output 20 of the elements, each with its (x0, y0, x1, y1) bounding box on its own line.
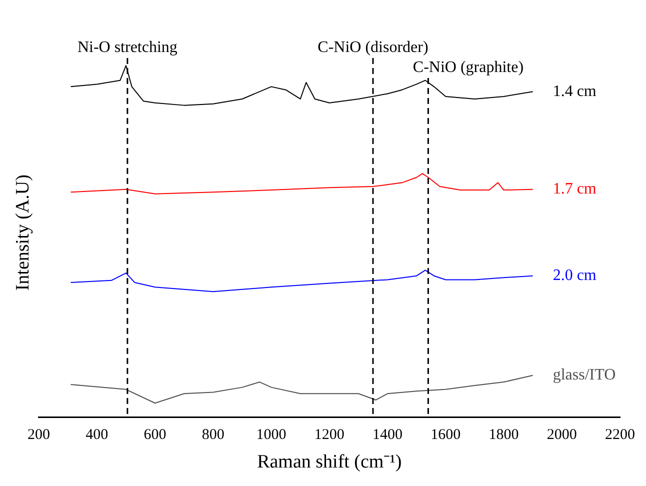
x-tick-label: 1400 (372, 427, 403, 444)
series-label: 2.0 cm (552, 267, 597, 284)
x-tick-label: 800 (202, 427, 224, 444)
x-tick-label: 2000 (546, 427, 577, 444)
series-label: 1.4 cm (552, 82, 597, 100)
x-tick-label: 400 (86, 427, 108, 444)
x-tick-label: 1800 (488, 427, 519, 444)
x-tick-label: 1600 (430, 427, 461, 444)
series-label: 1.7 cm (552, 180, 597, 198)
ref-line-label: C-NiO (graphite) (412, 59, 524, 76)
x-tick-label: 600 (144, 427, 166, 444)
x-axis-title: Raman shift (cm⁻¹) (257, 452, 402, 473)
x-tick-label: 1200 (314, 427, 344, 444)
y-axis-title: Intensity (A.U) (12, 174, 34, 291)
series-label: glass/ITO (552, 366, 616, 384)
x-tick-label: 1000 (256, 427, 286, 444)
ref-line-label: C-NiO (disorder) (318, 39, 428, 56)
ref-line-label: Ni-O stretching (77, 39, 178, 56)
x-tick-label: 200 (28, 427, 50, 444)
x-tick-label: 2200 (605, 427, 635, 444)
